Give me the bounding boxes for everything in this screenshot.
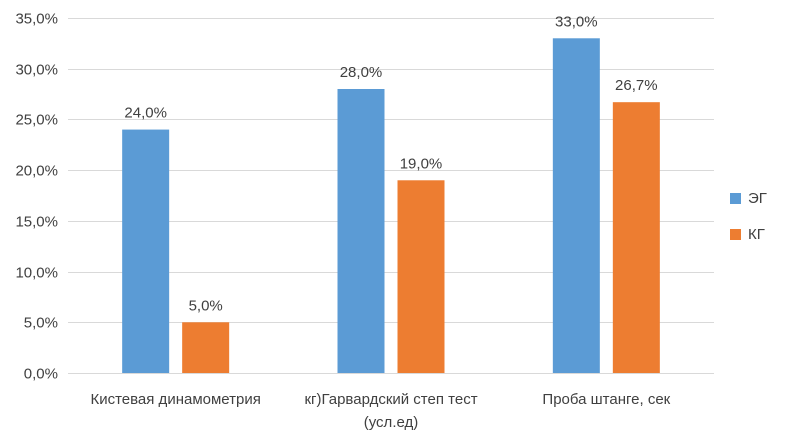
data-labels: 24,0% 5,0% 28,0% 19,0% 33,0% 26,7% [124,13,657,314]
legend-label: ЭГ [748,190,767,207]
bar-eg [122,129,170,373]
y-tick-label: 5,0% [24,315,58,332]
data-label: 28,0% [340,64,383,81]
y-tick-label: 10,0% [15,265,58,282]
gridlines [68,18,714,374]
data-label: 33,0% [555,13,598,30]
bars [122,38,660,374]
x-category-label: Кистевая динамометрия [90,391,260,408]
data-label: 5,0% [189,297,223,314]
legend: ЭГ КГ [730,190,767,243]
legend-swatch [730,229,741,240]
x-category-label: Проба штанге, сек [542,391,670,408]
x-axis-categories: Кистевая динамометрия кг)Гарвардский степ… [90,391,670,431]
bar-eg [337,89,385,373]
data-label: 19,0% [400,155,443,172]
y-axis-ticks: 0,0% 5,0% 10,0% 15,0% 20,0% 25,0% 30,0% 35,0% [15,11,58,383]
y-tick-label: 30,0% [15,62,58,79]
data-label: 26,7% [615,77,658,94]
data-label: 24,0% [124,105,167,122]
x-category-label: (усл.ед) [364,414,419,431]
y-tick-label: 20,0% [15,163,58,180]
bar-kg [397,180,445,373]
y-tick-label: 0,0% [24,366,58,383]
legend-label: КГ [748,226,765,243]
legend-swatch [730,193,741,204]
x-category-label: кг)Гарвардский степ тест [304,391,477,408]
y-tick-label: 35,0% [15,11,58,28]
y-tick-label: 15,0% [15,214,58,231]
y-tick-label: 25,0% [15,112,58,129]
bar-kg [182,322,230,373]
bar-kg [612,102,660,373]
bar-eg [552,38,600,374]
